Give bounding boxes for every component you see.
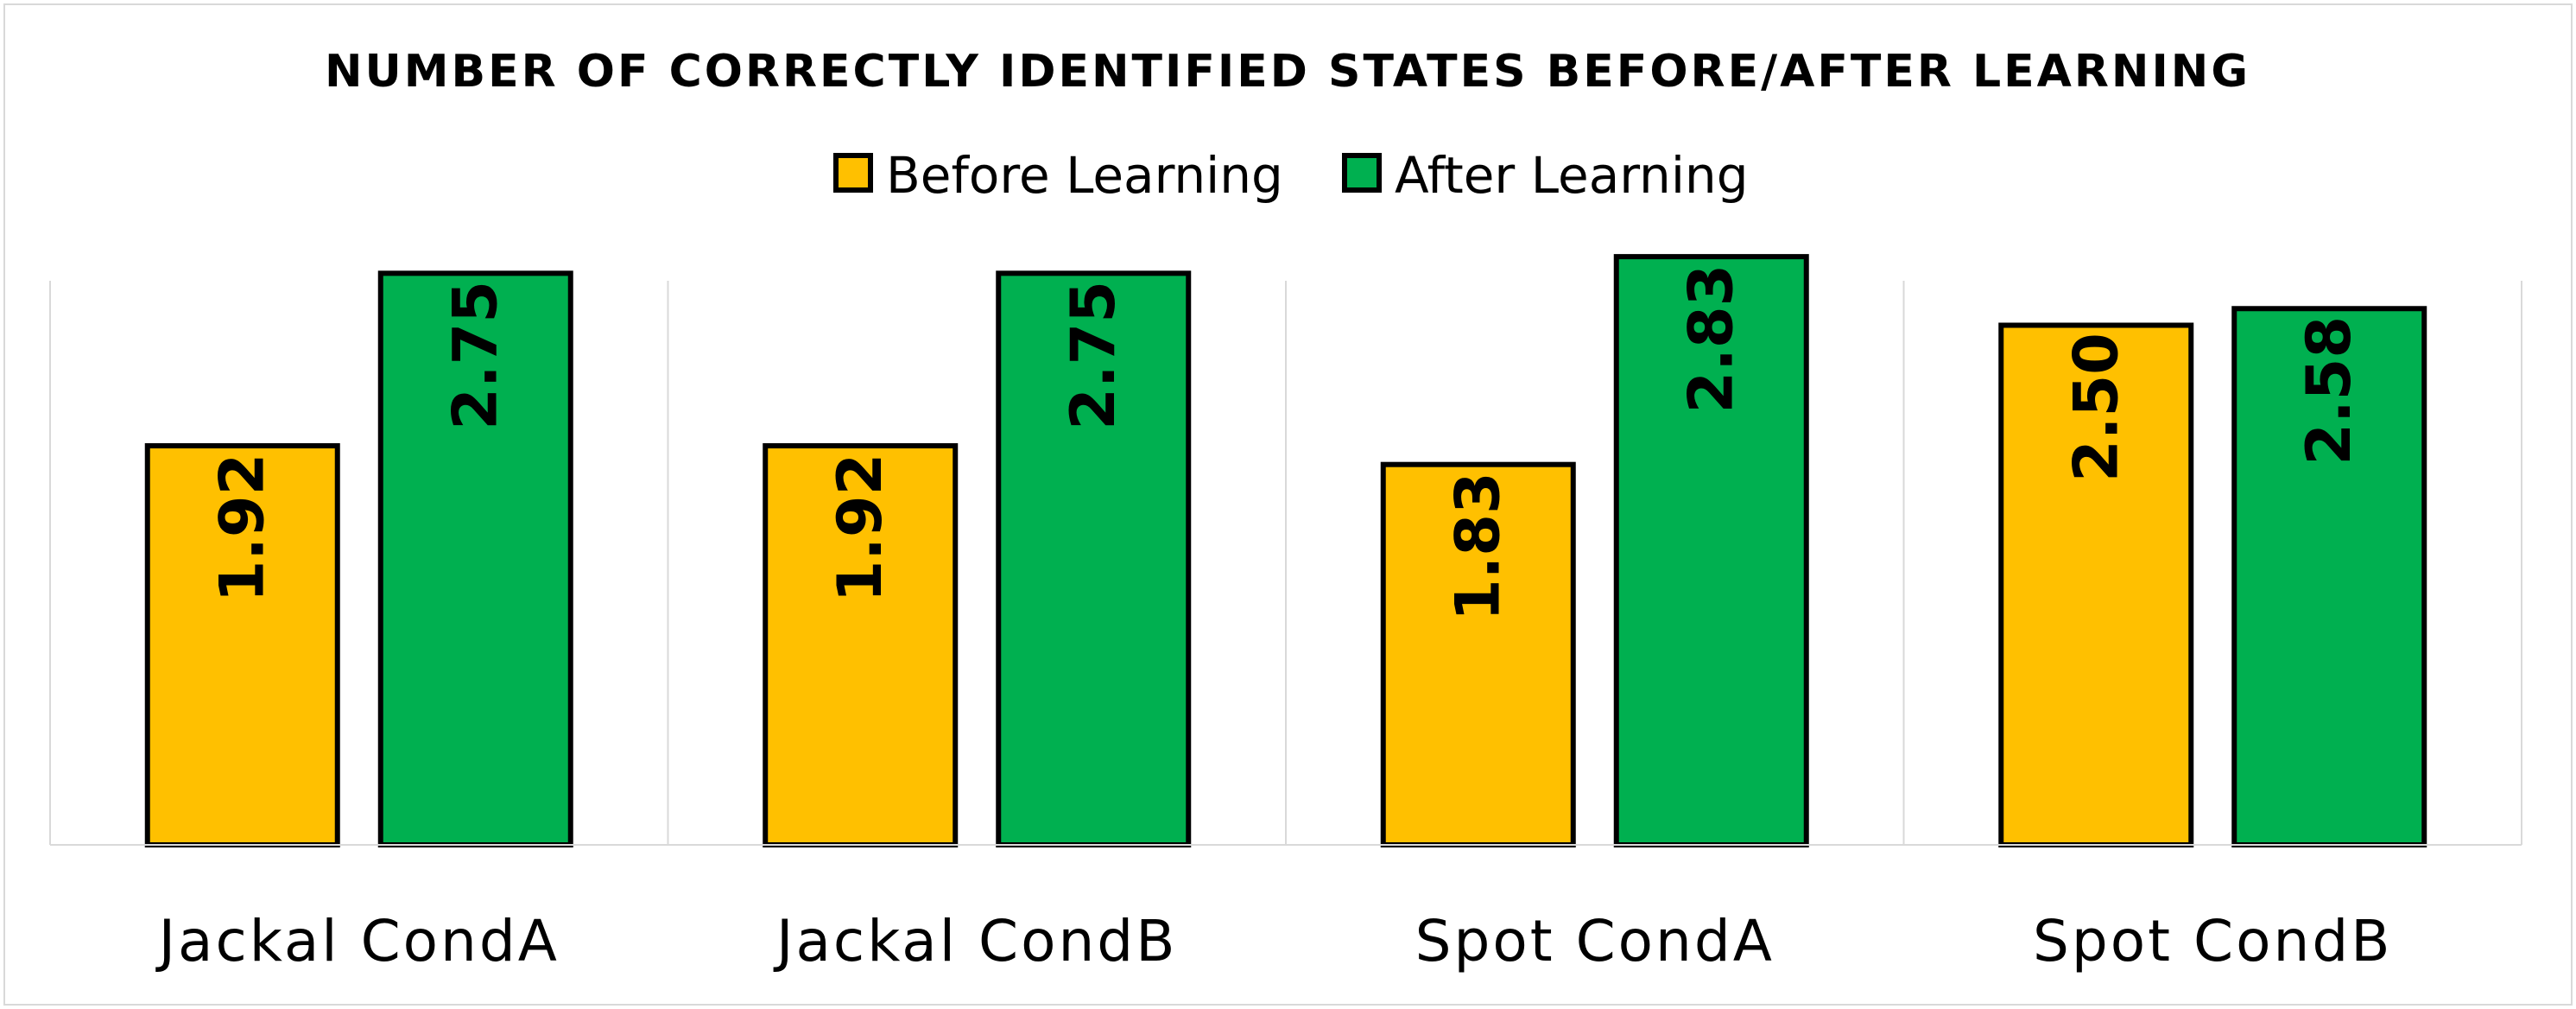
bar-after-learning — [996, 270, 1192, 848]
category-label: Jackal CondA — [155, 908, 560, 974]
data-label-after-learning: 2.75 — [1058, 281, 1129, 430]
legend-label-after-learning: After Learning — [1395, 146, 1749, 205]
data-label-before-learning: 1.92 — [207, 454, 278, 603]
legend: Before Learning After Learning — [833, 146, 1749, 205]
data-label-after-learning: 2.58 — [2294, 316, 2364, 466]
bar-before-learning — [1998, 322, 2194, 847]
bar-before-learning — [1380, 461, 1576, 848]
category-label: Spot CondA — [1415, 908, 1775, 974]
chart-title: NUMBER OF CORRECTLY IDENTIFIED STATES BE… — [325, 46, 2250, 98]
category-label: Spot CondB — [2033, 908, 2393, 974]
bar-after-learning — [2231, 306, 2427, 847]
data-label-before-learning: 1.83 — [1443, 472, 1514, 621]
legend-label-before-learning: Before Learning — [886, 146, 1283, 205]
data-label-after-learning: 2.83 — [1676, 264, 1747, 414]
bar-after-learning — [1613, 254, 1809, 847]
bar-after-learning — [377, 270, 573, 848]
category-label: Jackal CondB — [773, 908, 1177, 974]
data-label-before-learning: 1.92 — [825, 454, 896, 603]
data-label-before-learning: 2.50 — [2060, 333, 2131, 482]
plot-area: 1.92 2.75 Jackal CondA 1.92 2.75 Jackal CondB… — [49, 254, 2522, 974]
legend-swatch-after-learning — [1342, 153, 1382, 193]
data-label-after-learning: 2.75 — [440, 281, 511, 430]
bar-before-learning — [763, 443, 959, 847]
legend-swatch-before-learning — [833, 153, 873, 193]
